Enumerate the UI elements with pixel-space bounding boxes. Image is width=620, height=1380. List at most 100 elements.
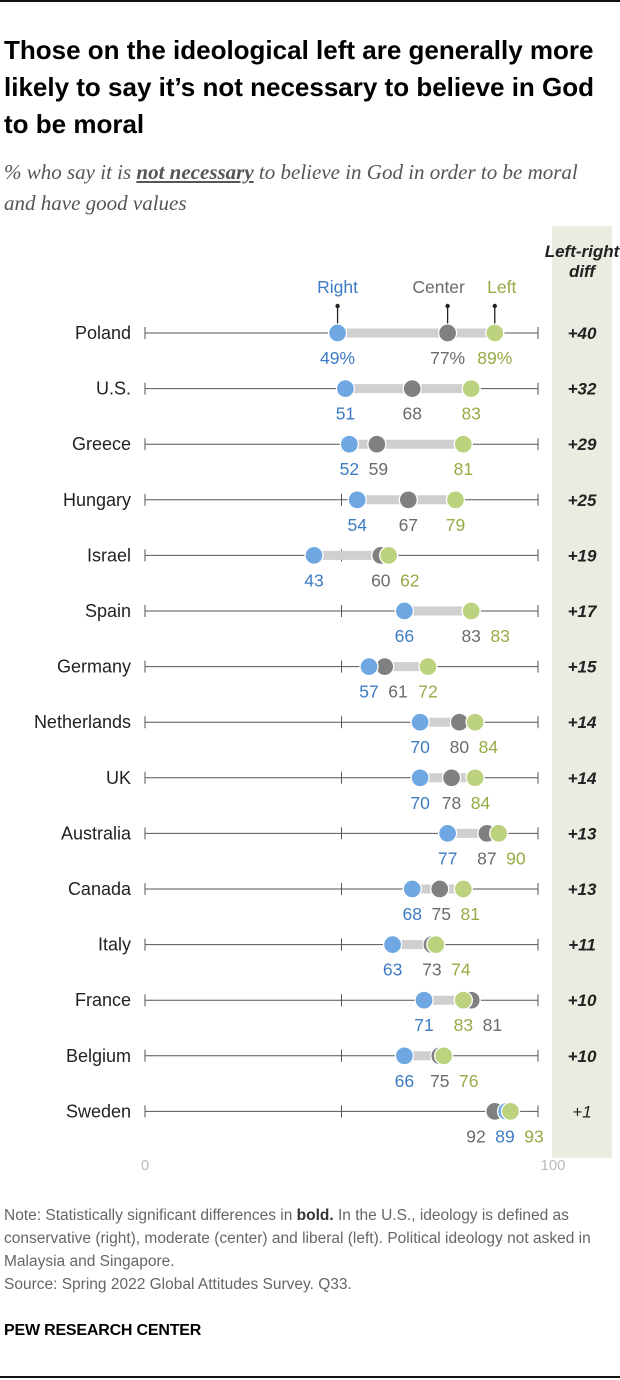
dot-right-greece [339,434,360,454]
value-label-right-hungary: 54 [347,515,367,535]
dot-right-uk [410,768,430,788]
dot-left-poland [485,323,505,343]
value-label-right-belgium: 66 [395,1071,414,1091]
country-label-australia: Australia [61,823,132,843]
dot-plot-chart: Left-right diff Right Center Left Poland 49% 77… [34,226,620,1174]
diff-value-italy: +11 [568,936,596,955]
dot-center-greece [367,434,387,454]
chart-title: Those on the ideological left are genera… [4,35,595,139]
value-label-left-israel: 62 [400,570,419,590]
value-label-center-poland: 77% [430,348,465,368]
country-label-netherlands: Netherlands [34,712,131,732]
value-label-left-poland: 89% [477,348,512,368]
dot-left-spain [461,601,481,621]
country-label-hungary: Hungary [63,490,131,510]
chart-note: Note: Statistically significant differen… [4,1204,614,1273]
diff-value-u-s-: +32 [568,380,597,399]
value-label-right-spain: 66 [395,626,414,646]
diff-value-canada: +13 [568,880,597,899]
diff-value-israel: +19 [568,546,597,565]
dot-right-poland [327,323,348,343]
dot-left-canada [453,879,473,899]
dot-right-canada [402,879,422,899]
value-label-center-uk: 78 [442,793,461,813]
dot-left-sweden [500,1101,521,1122]
dot-left-germany [418,656,438,677]
diff-value-poland: +40 [568,324,597,343]
value-label-right-france: 71 [414,1015,433,1035]
dot-right-italy [382,934,403,955]
value-label-left-greece: 81 [454,459,473,479]
dot-right-netherlands [410,712,430,732]
value-label-right-netherlands: 70 [410,737,430,757]
legend-label-right: Right [317,277,358,297]
value-label-right-uk: 70 [410,793,430,813]
axis-tick-label-max: 100 [540,1157,565,1174]
dot-right-germany [359,656,379,677]
value-label-right-italy: 63 [383,960,402,980]
country-label-france: France [75,990,131,1010]
top-rule [0,0,620,2]
diff-value-sweden: +1 [572,1102,591,1121]
diff-value-hungary: +25 [568,491,597,510]
dot-left-australia [489,823,509,844]
value-label-center-france: 81 [483,1015,502,1035]
diff-value-belgium: +10 [568,1047,597,1066]
legend-label-center: Center [412,277,465,297]
value-label-center-u-s-: 68 [403,404,422,424]
dot-right-u-s- [335,378,356,399]
dot-right-france [414,990,434,1010]
value-label-right-sweden: 89 [495,1126,514,1146]
country-label-uk: UK [106,768,131,788]
dot-left-france [453,990,473,1010]
value-label-center-spain: 83 [461,626,480,646]
dot-left-israel [379,545,399,566]
value-label-left-u-s-: 83 [461,404,480,424]
dot-right-belgium [394,1046,415,1066]
dot-center-hungary [398,490,418,510]
subtitle-before: % who say it is [4,160,137,184]
country-label-poland: Poland [75,323,131,343]
value-label-center-israel: 60 [371,570,391,590]
dot-center-u-s- [402,378,422,399]
axis-tick-label-min: 0 [141,1157,149,1174]
value-label-center-hungary: 67 [399,515,418,535]
country-label-canada: Canada [68,879,132,899]
value-label-left-italy: 74 [451,960,471,980]
diff-value-germany: +15 [568,658,597,677]
value-label-right-canada: 68 [403,904,422,924]
value-label-right-poland: 49% [320,348,355,368]
value-label-center-belgium: 75 [430,1071,449,1091]
dot-right-hungary [347,490,367,510]
diff-value-australia: +13 [568,824,597,843]
country-label-spain: Spain [85,601,131,621]
diff-value-uk: +14 [568,769,597,788]
value-label-left-spain: 83 [490,626,509,646]
value-label-left-uk: 84 [471,793,491,813]
dot-left-hungary [445,490,466,510]
value-label-right-israel: 43 [304,570,323,590]
legend-leader-dot-left [492,303,497,309]
country-label-germany: Germany [57,657,131,677]
value-label-center-greece: 59 [369,459,388,479]
value-label-left-sweden: 93 [524,1126,543,1146]
country-label-sweden: Sweden [66,1101,131,1121]
dot-right-spain [394,601,415,621]
country-label-u-s-: U.S. [96,379,131,399]
dot-center-uk [441,768,462,788]
dot-left-u-s- [461,378,481,399]
value-label-left-hungary: 79 [446,515,465,535]
value-label-left-france: 83 [454,1015,473,1035]
diff-value-france: +10 [568,991,597,1010]
dot-left-belgium [434,1046,454,1066]
dot-left-italy [426,934,446,955]
value-label-right-australia: 77 [438,848,457,868]
value-label-center-netherlands: 80 [450,737,470,757]
value-label-right-greece: 52 [340,459,359,479]
value-label-center-sweden: 92 [466,1126,485,1146]
country-label-italy: Italy [98,935,131,955]
value-label-center-germany: 61 [388,682,407,702]
dot-left-netherlands [465,712,485,732]
note-bold: bold. [296,1207,334,1224]
diff-header-line: diff [569,262,597,281]
